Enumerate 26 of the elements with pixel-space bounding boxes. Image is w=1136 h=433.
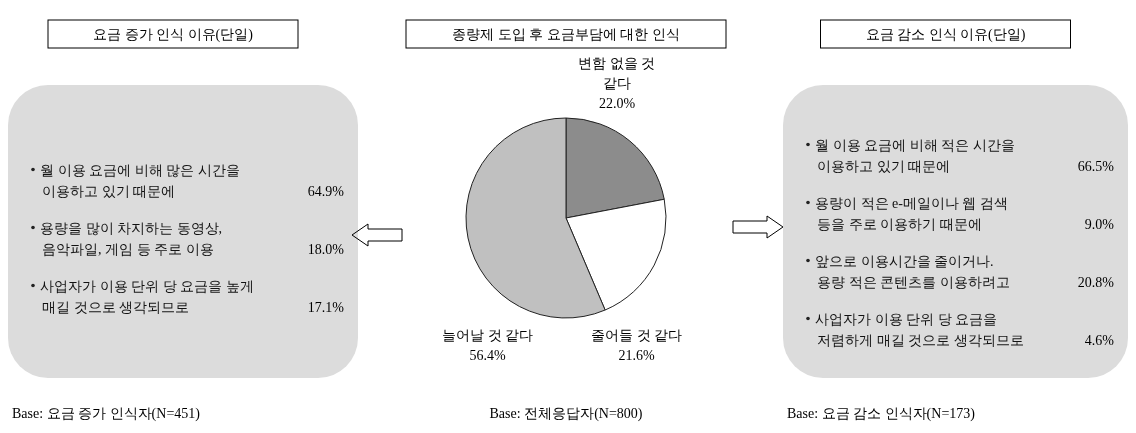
text: 요금 감소 인식 이유(단일) <box>865 27 1026 43</box>
category-label: 월 이용 요금에 비해 많은 시간을 이용하고 있기 때문에 <box>40 162 240 199</box>
category-label: 월 이용 요금에 비해 적은 시간을 이용하고 있기 때문에 <box>815 137 1015 174</box>
data-label: 56.4% <box>469 348 507 363</box>
slice-label: 줄어들 것 같다 <box>591 328 683 343</box>
category-label: 용량을 많이 차지하는 동영상, 음악파일, 게임 등 주로 이용 <box>40 220 222 257</box>
text: 18.0% <box>307 241 344 257</box>
data-label: 22.0% <box>598 96 636 111</box>
category-label: 앞으로 이용시간을 줄이거나. 용량 적은 콘텐츠를 이용하려고 <box>815 253 1010 290</box>
text: 17.1% <box>307 299 344 315</box>
text: Base: 요금 증가 인식자(N=451) <box>12 406 201 422</box>
text: Base: 전체응답자(N=800) <box>489 406 643 422</box>
text: 20.8% <box>1077 274 1114 290</box>
slice-label: 변함 없을 것 같다 <box>578 56 656 91</box>
chart-title: 종량제 도입 후 요금부담에 대한 인식 <box>452 27 680 42</box>
category-label: 용량이 적은 e-메일이나 웹 검색 등을 주로 이용하기 때문에 <box>815 195 1008 232</box>
text: Base: 요금 감소 인식자(N=173) <box>787 406 976 422</box>
data-label: 21.6% <box>618 348 655 363</box>
text: 요금 증가 인식 이유(단일) <box>93 27 254 43</box>
text: 64.9% <box>307 183 344 199</box>
category-label: 사업자가 이용 단위 당 요금을 저렴하게 매길 것으로 생각되므로 <box>815 311 1024 348</box>
text: 66.5% <box>1077 158 1114 174</box>
text: 9.0% <box>1084 216 1114 232</box>
category-label: 사업자가 이용 단위 당 요금을 높게 매길 것으로 생각되므로 <box>40 278 254 315</box>
text: 4.6% <box>1084 332 1114 348</box>
slice-label: 늘어날 것 같다 <box>442 328 534 343</box>
